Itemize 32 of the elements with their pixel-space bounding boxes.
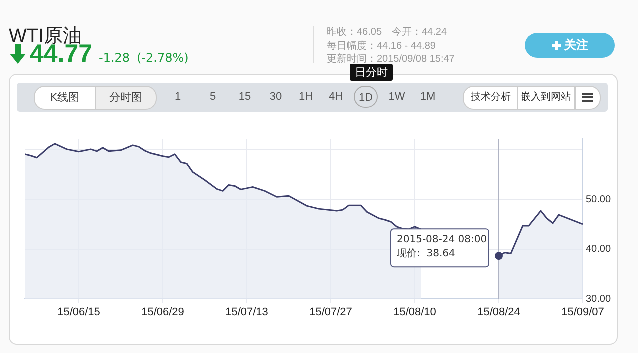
text: 30 (264, 86, 288, 108)
text: 1W (385, 86, 409, 108)
text: 1H (294, 86, 318, 108)
x-tick-label: 15/07/27 (310, 306, 352, 319)
text: 昨收：46.05 (327, 26, 382, 39)
x-tick-label: 15/08/24 (478, 306, 520, 319)
text: 技术分析 (462, 86, 520, 110)
text: 每日幅度：44.16 - 44.89 (327, 40, 436, 53)
text: 5 (201, 86, 225, 108)
text: K线图 (34, 86, 96, 110)
x-tick-label: 15/06/29 (142, 306, 184, 319)
text: 1M (416, 86, 440, 108)
text: 1 (166, 86, 190, 108)
text: 15 (233, 86, 257, 108)
text: -1.28 (99, 51, 130, 65)
x-tick-label: 15/09/07 (562, 306, 604, 319)
annotation: 2015-08-24 08:00 现价: 38.64 (397, 234, 488, 260)
text: 4H (324, 86, 348, 108)
text: 日分时 (350, 64, 393, 81)
text: 嵌入到网站 (517, 86, 575, 110)
y-tick-label: 50.00 (586, 194, 612, 206)
y-tick-label: 40.00 (586, 244, 612, 256)
x-tick-label: 15/07/13 (226, 306, 268, 319)
text: 分时图 (95, 86, 157, 110)
text: 1D (354, 86, 378, 108)
x-tick-label: 15/08/10 (394, 306, 436, 319)
text: 更新时间：2015/09/08 15:47 (327, 52, 455, 66)
text: 关注 (564, 37, 588, 54)
y-tick-label: 30.00 (586, 294, 612, 305)
text: 今开：44.24 (392, 26, 448, 39)
x-tick-label: 15/06/15 (58, 306, 100, 319)
text: (-2.78%) (137, 51, 189, 65)
